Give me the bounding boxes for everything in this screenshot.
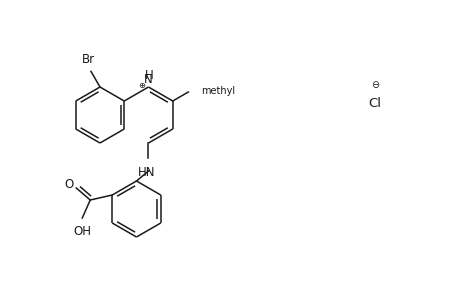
Text: H: H	[145, 68, 154, 82]
Text: N: N	[144, 73, 152, 86]
Text: methyl: methyl	[201, 86, 235, 96]
Text: HN: HN	[137, 166, 155, 179]
Text: OH: OH	[73, 225, 91, 238]
Text: Br: Br	[81, 53, 95, 66]
Text: O: O	[64, 178, 74, 190]
Text: ⊕: ⊕	[138, 80, 145, 89]
Text: Cl: Cl	[368, 97, 381, 110]
Text: ⊖: ⊖	[370, 80, 378, 90]
